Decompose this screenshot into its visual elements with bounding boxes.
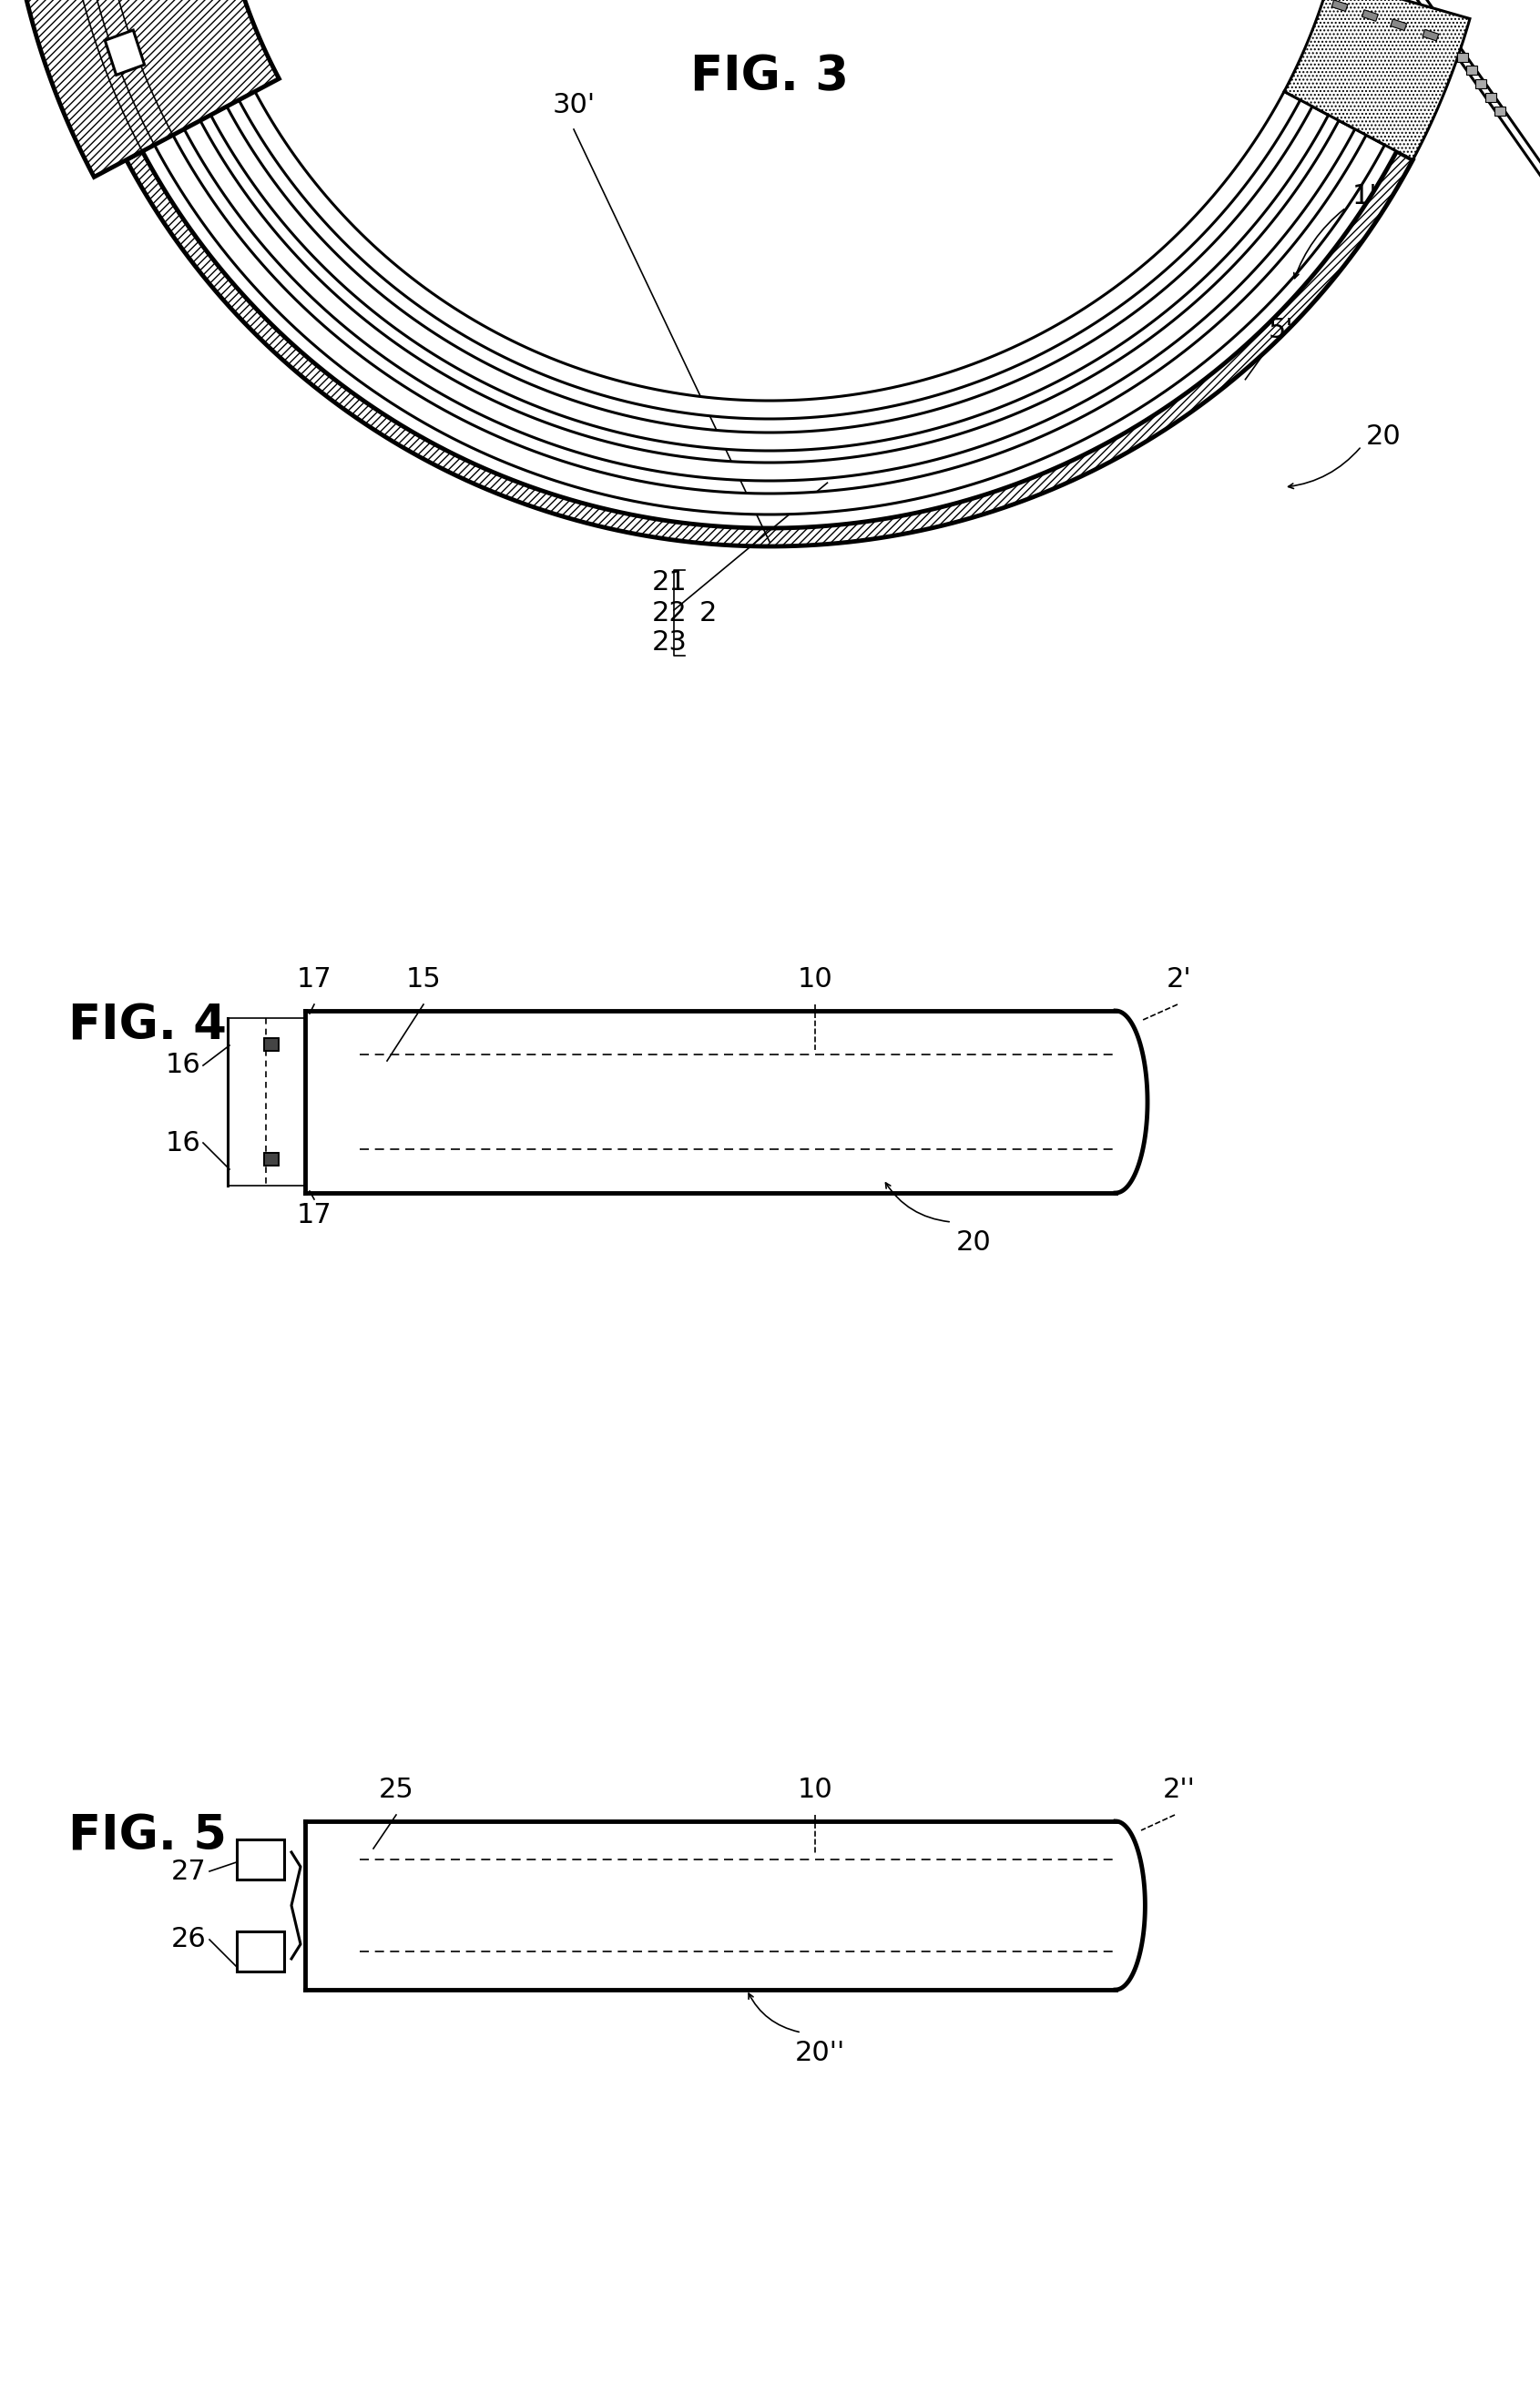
Text: 15: 15	[407, 966, 440, 992]
Polygon shape	[12, 0, 279, 176]
Polygon shape	[185, 122, 1355, 482]
Text: 23: 23	[651, 629, 687, 656]
Polygon shape	[126, 150, 1412, 546]
Text: 17: 17	[297, 1202, 331, 1228]
Bar	[1475, 79, 1486, 88]
Text: 20: 20	[956, 1230, 992, 1256]
Bar	[1332, 0, 1348, 12]
Text: 2: 2	[699, 601, 718, 627]
Text: 26: 26	[171, 1926, 206, 1952]
Polygon shape	[228, 1018, 305, 1185]
Text: 25: 25	[379, 1776, 414, 1802]
Bar	[1423, 29, 1438, 41]
Bar	[263, 1037, 279, 1051]
Polygon shape	[105, 31, 145, 74]
Bar	[263, 1037, 279, 1051]
Polygon shape	[154, 136, 1384, 515]
Text: 1': 1'	[1352, 184, 1378, 210]
Text: 16: 16	[165, 1051, 200, 1078]
Polygon shape	[305, 1821, 1115, 1991]
Text: 10: 10	[798, 1776, 833, 1802]
Polygon shape	[305, 1011, 1115, 1192]
Bar	[237, 1931, 285, 1972]
Text: FIG. 3: FIG. 3	[690, 52, 849, 100]
Bar	[1361, 10, 1378, 21]
Bar	[1466, 67, 1477, 74]
Polygon shape	[211, 107, 1329, 451]
Text: 2': 2'	[1167, 966, 1192, 992]
Text: 17: 17	[297, 966, 331, 992]
Text: 10: 10	[798, 966, 833, 992]
Polygon shape	[1397, 0, 1540, 207]
Polygon shape	[239, 91, 1300, 420]
Text: 30': 30'	[553, 93, 594, 119]
Text: 20: 20	[1366, 424, 1401, 451]
Text: FIG. 5: FIG. 5	[68, 1812, 226, 1860]
Bar	[1485, 93, 1495, 103]
Bar	[1457, 52, 1468, 62]
Bar	[263, 1154, 279, 1166]
Text: 21: 21	[653, 570, 687, 596]
Bar	[237, 1840, 285, 1879]
Bar	[1494, 107, 1505, 114]
Text: 16: 16	[165, 1130, 200, 1156]
Bar	[1391, 19, 1406, 31]
Text: 5: 5	[117, 110, 136, 136]
Text: FIG. 4: FIG. 4	[68, 1001, 226, 1049]
Text: 2'': 2''	[1163, 1776, 1195, 1802]
Text: 5': 5'	[1267, 317, 1294, 343]
Bar	[263, 1154, 279, 1166]
Text: 22: 22	[653, 601, 687, 627]
Polygon shape	[1284, 0, 1469, 160]
Text: 20'': 20''	[795, 2041, 845, 2067]
Text: 27: 27	[171, 1857, 206, 1883]
